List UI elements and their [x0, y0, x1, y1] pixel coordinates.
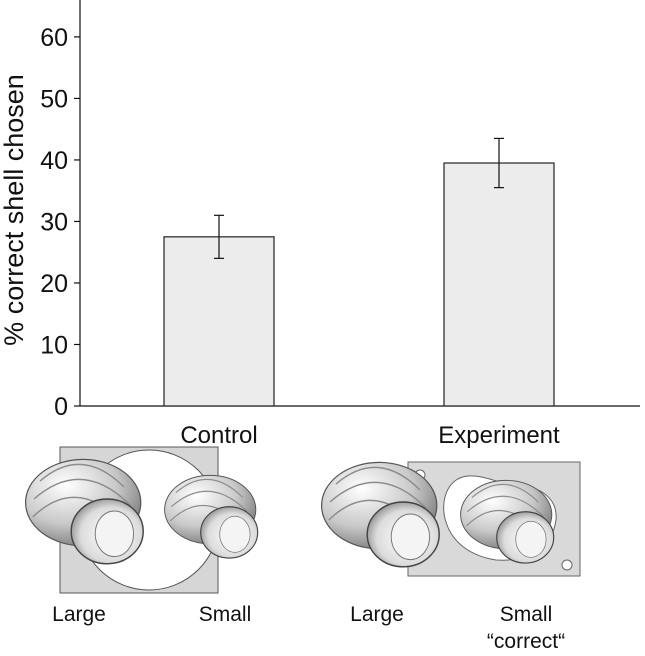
control-small-label: Small [199, 603, 252, 626]
bar-experiment [443, 162, 555, 407]
y-tick-label: 0 [54, 393, 68, 421]
y-tick-label: 50 [40, 85, 68, 113]
x-category-label: Experiment [438, 422, 560, 449]
y-tick-label: 40 [40, 147, 68, 175]
x-axis-labels: Control Experiment [180, 422, 560, 449]
bars [163, 137, 555, 407]
experiment-large-label: Large [350, 603, 404, 626]
large-shell-icon [24, 458, 144, 565]
bar-chart: 0 10 20 30 40 50 60 % correct shell chosen Con… [0, 0, 640, 449]
small-shell-icon [460, 479, 555, 564]
x-category-label: Control [180, 422, 257, 449]
y-tick-label: 30 [40, 208, 68, 236]
large-shell-icon [320, 461, 440, 568]
y-tick-label: 10 [40, 331, 68, 359]
y-tick-label: 60 [40, 24, 68, 52]
board-hole-bottom-right [561, 559, 573, 571]
y-tick-label: 20 [40, 270, 68, 298]
y-axis-label: % correct shell chosen [0, 74, 29, 346]
y-axis-ticks: 0 10 20 30 40 50 60 [40, 24, 80, 421]
bar-control [163, 236, 275, 407]
control-illustration: Large Small [24, 446, 259, 626]
control-large-label: Large [52, 603, 106, 626]
experiment-illustration: Large Small “correct“ [320, 461, 581, 653]
experiment-small-label: Small [500, 603, 553, 626]
experiment-correct-label: “correct“ [487, 630, 565, 653]
small-shell-icon [164, 474, 259, 559]
